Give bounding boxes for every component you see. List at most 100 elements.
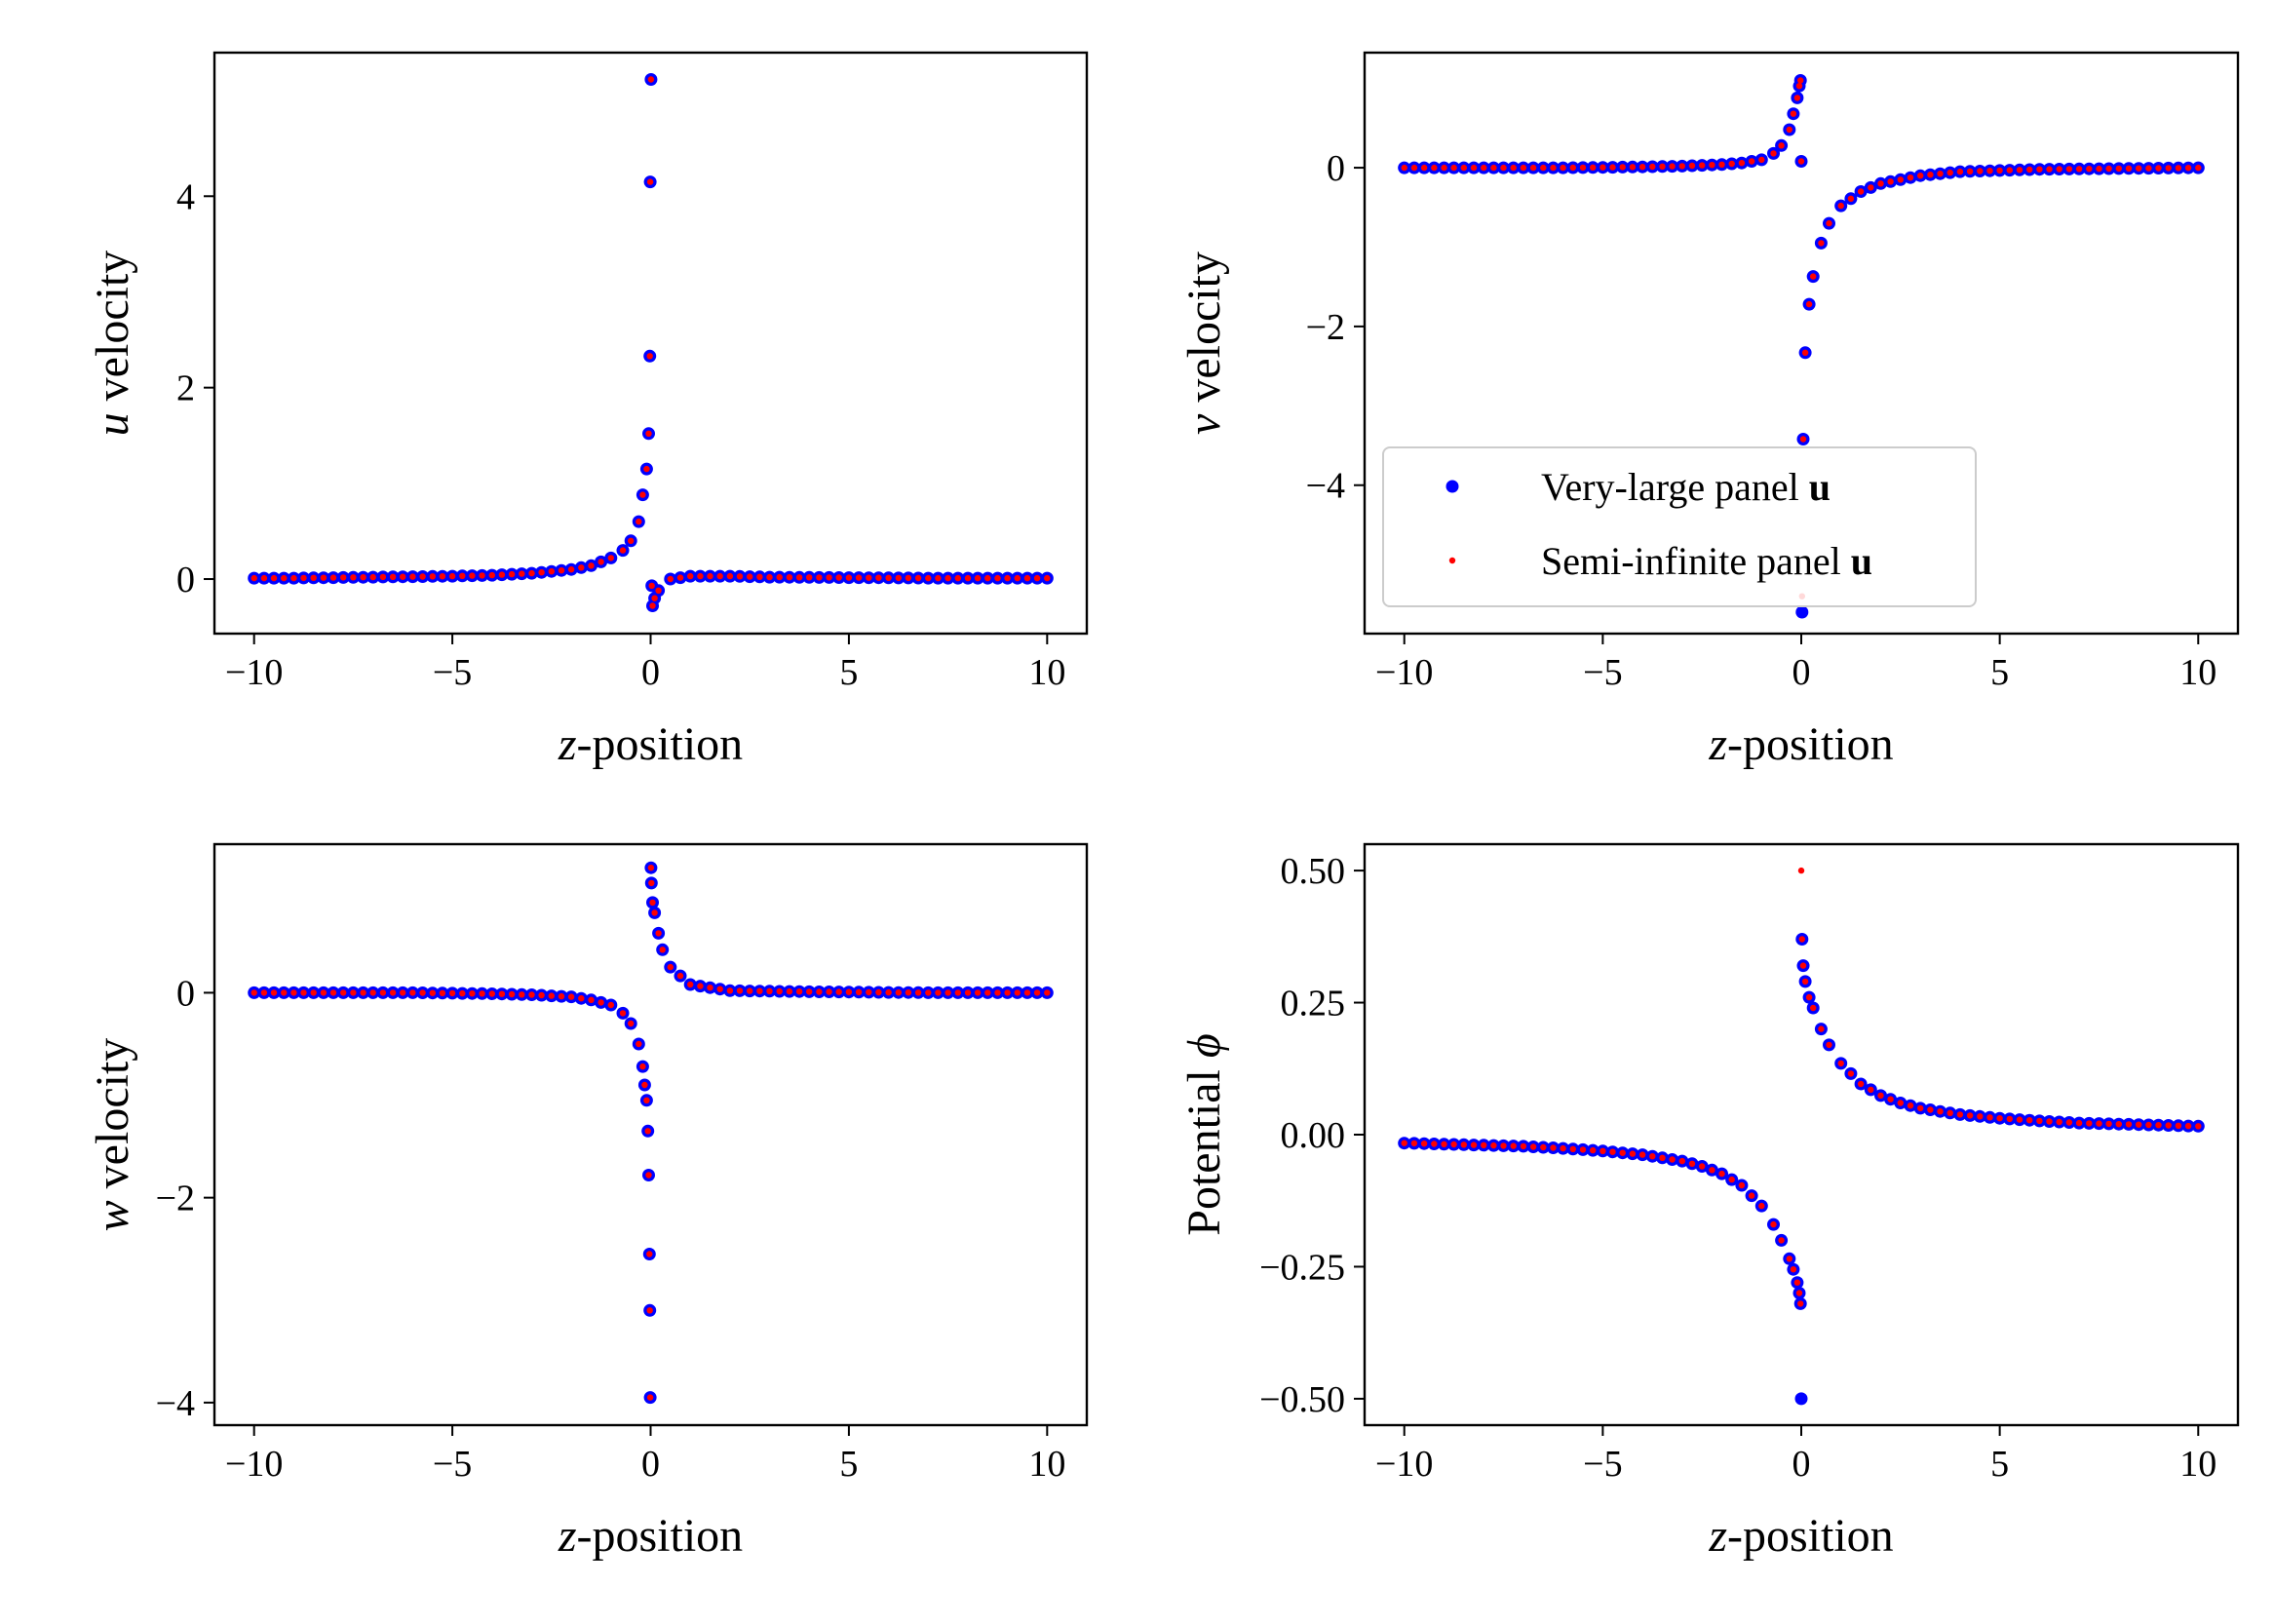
data-point: [2105, 1120, 2112, 1128]
data-point: [1966, 1112, 1974, 1119]
data-point: [974, 989, 982, 996]
data-point: [548, 568, 555, 575]
data-point: [1857, 188, 1865, 195]
data-point: [1818, 1025, 1825, 1032]
data-point: [567, 566, 575, 573]
data-point: [270, 989, 278, 996]
data-point: [1450, 1141, 1457, 1148]
y-tick-label: −4: [1306, 466, 1345, 507]
data-point: [1805, 300, 1813, 308]
data-point: [1847, 195, 1855, 202]
data-point: [1799, 436, 1807, 443]
data-point: [895, 989, 902, 996]
data-point: [628, 1020, 635, 1027]
data-point: [2096, 1120, 2102, 1127]
data-point: [944, 574, 951, 582]
data-point: [2136, 1121, 2142, 1128]
data-point: [648, 879, 655, 887]
data-point: [2096, 165, 2102, 173]
series-semi-infinite: [1401, 867, 2202, 1307]
data-point: [1481, 1141, 1487, 1149]
data-point: [816, 574, 823, 581]
data-point: [1738, 160, 1746, 167]
data-point: [1709, 162, 1715, 169]
data-point: [1490, 164, 1497, 172]
data-point: [1638, 1151, 1646, 1158]
data-point: [1470, 1141, 1478, 1148]
data-point: [1033, 989, 1041, 996]
data-point: [1033, 574, 1041, 582]
data-point: [619, 547, 627, 554]
data-point: [645, 1172, 652, 1179]
y-tick-label: −2: [156, 1179, 195, 1219]
data-point: [1450, 164, 1457, 172]
data-point: [806, 988, 813, 995]
data-point: [1649, 1153, 1656, 1160]
data-point: [1699, 162, 1706, 169]
data-point: [1868, 1086, 1874, 1094]
data-point: [905, 989, 912, 996]
x-tick-label: −5: [433, 1444, 472, 1485]
data-point: [459, 572, 466, 579]
data-point: [716, 986, 723, 992]
x-tick-label: 5: [1990, 652, 2009, 693]
data-point: [2165, 165, 2172, 172]
data-point: [914, 989, 922, 996]
data-point: [1560, 164, 1566, 172]
panel-phi-points: [1398, 867, 2205, 1406]
data-point: [726, 987, 734, 994]
data-point: [1678, 1157, 1686, 1165]
data-point: [875, 574, 882, 581]
legend-entry: Semi-infinite panel u: [1541, 539, 1872, 583]
data-point: [1669, 163, 1676, 170]
data-point: [646, 1307, 653, 1314]
data-point: [1420, 164, 1428, 172]
data-point: [1709, 1167, 1715, 1174]
series-semi-infinite: [251, 865, 1051, 1401]
panel-v: −10 −5 0 5 10 −4 −2 0 z-position v velocity Very-l…: [1178, 51, 2240, 770]
data-point: [855, 988, 863, 995]
data-point: [1917, 1104, 1924, 1112]
data-point: [1748, 158, 1755, 165]
data-point: [281, 574, 288, 582]
data-point: [1420, 1141, 1428, 1147]
data-point: [1014, 574, 1021, 582]
data-point: [845, 574, 853, 581]
data-point: [1728, 1176, 1735, 1183]
data-point: [954, 574, 961, 582]
series-very-large: [1398, 933, 2205, 1406]
data-point: [1977, 168, 1984, 174]
data-point: [479, 990, 485, 997]
data-point: [984, 574, 991, 582]
data-point: [350, 989, 357, 996]
data-point: [667, 575, 674, 583]
data-point: [1897, 176, 1905, 183]
data-point: [400, 573, 406, 580]
data-point: [2046, 1118, 2053, 1125]
data-point: [469, 990, 476, 997]
data-point: [607, 555, 614, 561]
data-point: [2136, 165, 2142, 172]
data-point: [1410, 1140, 1418, 1147]
data-point: [984, 989, 991, 996]
data-point: [1431, 1141, 1438, 1147]
data-point: [2056, 166, 2062, 173]
data-point: [2165, 1122, 2172, 1129]
x-tick-label: 0: [641, 1444, 660, 1485]
data-point: [1500, 1142, 1507, 1149]
data-point: [1946, 1109, 1953, 1117]
data-point: [528, 991, 535, 998]
data-point: [1837, 1060, 1844, 1067]
data-point: [1629, 1150, 1637, 1157]
data-point: [1460, 164, 1468, 172]
data-point: [639, 491, 646, 498]
data-point: [806, 574, 813, 581]
data-point: [2125, 1121, 2133, 1128]
data-point: [1917, 173, 1924, 179]
data-point: [1799, 962, 1807, 969]
data-point: [1490, 1141, 1497, 1149]
axes-frame: [1363, 842, 2240, 1427]
data-point: [2016, 1116, 2023, 1123]
data-point: [651, 909, 658, 916]
y-tick-label: 0: [176, 973, 195, 1014]
